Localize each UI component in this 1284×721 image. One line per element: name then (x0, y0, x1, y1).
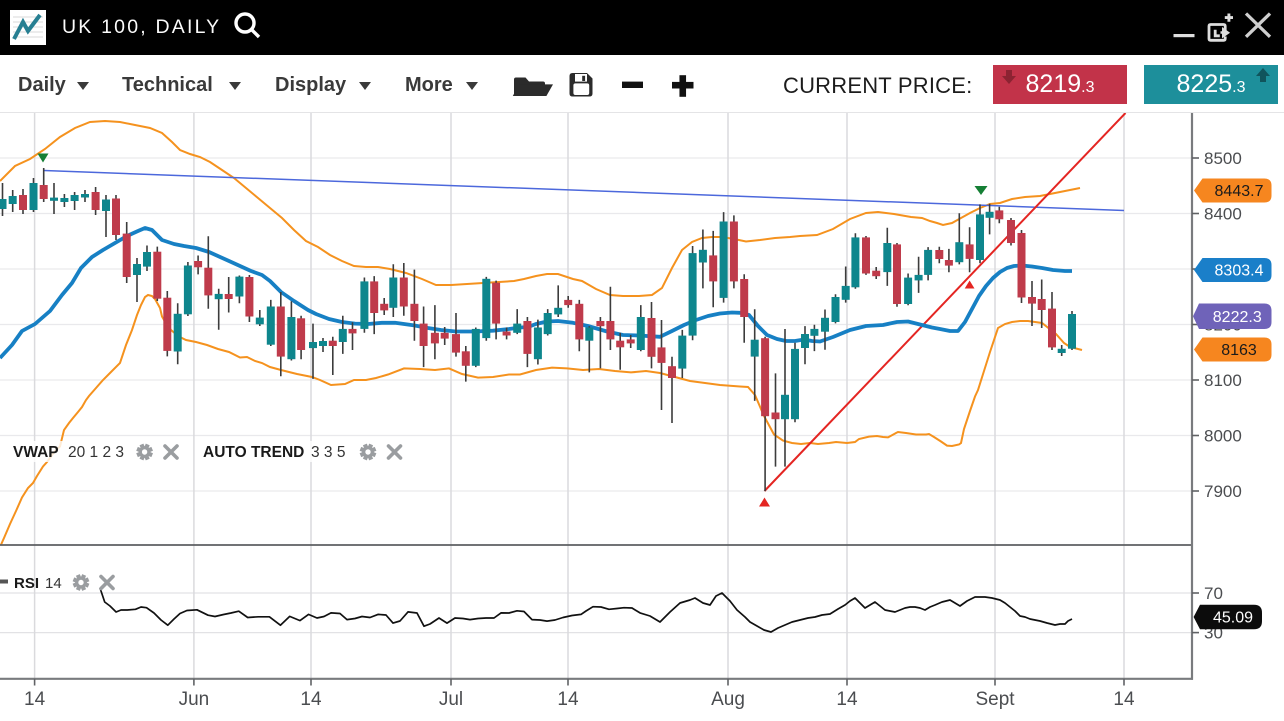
svg-text:8400: 8400 (1204, 205, 1242, 224)
svg-text:Aug: Aug (711, 689, 745, 710)
svg-text:Sept: Sept (975, 689, 1015, 710)
svg-text:8000: 8000 (1204, 427, 1242, 446)
svg-text:14: 14 (1113, 689, 1135, 710)
svg-text:8500: 8500 (1204, 149, 1242, 168)
svg-text:14: 14 (557, 689, 579, 710)
svg-text:14: 14 (24, 689, 46, 710)
svg-text:Jul: Jul (439, 689, 463, 710)
svg-text:VWAP: VWAP (13, 444, 59, 461)
svg-text:70: 70 (1204, 584, 1223, 603)
svg-text:14: 14 (300, 689, 322, 710)
svg-text:8303.4: 8303.4 (1215, 263, 1264, 280)
svg-text:8163: 8163 (1221, 342, 1257, 359)
svg-text:14: 14 (45, 575, 62, 592)
svg-text:14: 14 (836, 689, 858, 710)
svg-text:8443.7: 8443.7 (1215, 183, 1264, 200)
svg-text:RSI: RSI (14, 575, 39, 592)
svg-text:AUTO TREND: AUTO TREND (203, 444, 304, 461)
svg-text:Jun: Jun (179, 689, 210, 710)
svg-text:20 1 2 3: 20 1 2 3 (68, 444, 124, 461)
svg-text:3 3 5: 3 3 5 (311, 444, 345, 461)
svg-text:8100: 8100 (1204, 371, 1242, 390)
svg-text:7900: 7900 (1204, 482, 1242, 501)
svg-text:45.09: 45.09 (1213, 610, 1253, 627)
svg-text:8222.3: 8222.3 (1213, 309, 1262, 326)
